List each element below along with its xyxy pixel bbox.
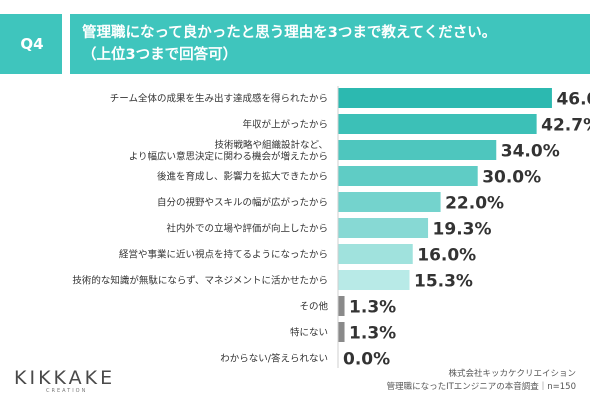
category-label-5: 社内外での立場や評価が向上したから: [166, 223, 328, 235]
question-header: Q4 管理職になって良かったと思う理由を3つまで教えてください。 （上位3つまで…: [0, 14, 590, 74]
bar-4: [338, 192, 441, 212]
value-label-6: 16.0%: [417, 246, 476, 266]
value-label-8: 1.3%: [349, 298, 396, 318]
question-title: 管理職になって良かったと思う理由を3つまで教えてください。 （上位3つまで回答可…: [82, 22, 582, 66]
category-label-9: 特にない: [290, 327, 328, 339]
bar-7: [338, 270, 410, 290]
brand-logo-subtext: CREATION: [46, 388, 88, 394]
question-title-line-2: （上位3つまで回答可）: [82, 47, 238, 63]
value-label-5: 19.3%: [433, 220, 492, 240]
category-label-1: 年収が上がったから: [242, 119, 328, 131]
header-divider: [62, 14, 70, 74]
brand-logo: KIKKAKE CREATION: [14, 368, 115, 394]
bar-5: [338, 218, 429, 238]
bar-0: [338, 88, 552, 108]
value-label-2: 34.0%: [501, 142, 560, 162]
value-label-10: 0.0%: [343, 350, 390, 369]
category-label-10: わからない/答えられない: [220, 353, 328, 365]
value-label-0: 46.0%: [556, 90, 590, 110]
value-label-3: 30.0%: [482, 168, 541, 188]
source-survey: 管理職になったITエンジニアの本音調査｜n=150: [386, 382, 576, 392]
brand-logo-name: KIKKAKE: [14, 367, 116, 389]
source-company: 株式会社キッカケクリエイション: [448, 369, 576, 379]
bar-chart: チーム全体の成果を生み出す達成感を得られたから 46.0% 年収が上がったから 42.…: [72, 86, 590, 369]
category-label-7: 技術的な知識が無駄にならず、マネジメントに活かせたから: [72, 275, 328, 287]
category-label-8: その他: [299, 301, 328, 313]
category-label-6: 経営や事業に近い視点を持てるようになったから: [119, 249, 328, 261]
bar-9: [338, 322, 345, 342]
category-label-2: 技術戦略や組織設計など、より幅広い意思決定に関わる機会が増えたから: [129, 139, 328, 163]
source-note: 株式会社キッカケクリエイション 管理職になったITエンジニアの本音調査｜n=15…: [387, 368, 576, 394]
bar-1: [338, 114, 537, 134]
bar-2: [338, 140, 497, 160]
bar-8: [338, 296, 345, 316]
value-label-9: 1.3%: [349, 324, 396, 344]
bar-3: [338, 166, 478, 186]
value-label-4: 22.0%: [445, 194, 504, 214]
category-label-3: 後進を育成し、影響力を拡大できたから: [157, 171, 328, 183]
category-label-4: 自分の視野やスキルの幅が広がったから: [157, 197, 328, 209]
bar-6: [338, 244, 413, 264]
value-label-7: 15.3%: [414, 272, 473, 292]
category-label-0: チーム全体の成果を生み出す達成感を得られたから: [110, 93, 328, 105]
value-label-1: 42.7%: [541, 116, 590, 136]
question-number-badge: Q4: [20, 35, 44, 53]
question-title-line-1: 管理職になって良かったと思う理由を3つまで教えてください。: [82, 25, 497, 41]
